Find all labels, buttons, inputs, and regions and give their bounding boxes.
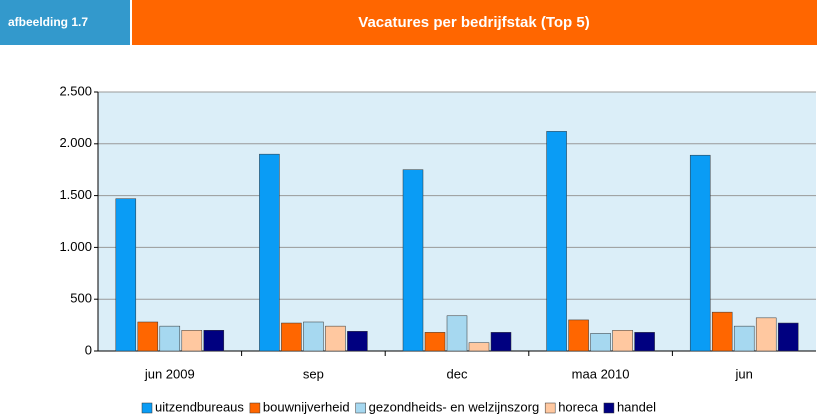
- bar: [755, 317, 777, 352]
- bar: [446, 315, 468, 352]
- bar: [303, 321, 324, 352]
- legend-label: gezondheids- en welzijnszorg: [369, 399, 540, 414]
- legend-label: bouwnijverheid: [263, 399, 350, 414]
- bar: [402, 169, 424, 352]
- bar: [590, 333, 611, 352]
- bar: [137, 321, 159, 352]
- label-box: [0, 0, 130, 45]
- legend-swatch: [249, 402, 261, 414]
- bar: [689, 154, 711, 352]
- legend-label: handel: [617, 399, 656, 414]
- y-tick-label: 500: [70, 291, 92, 306]
- bar: [325, 325, 346, 352]
- legend-swatch: [355, 402, 366, 414]
- title-box: [132, 0, 817, 45]
- bar: [568, 319, 589, 352]
- bar: [347, 331, 368, 352]
- bar: [203, 330, 225, 352]
- bar: [711, 311, 733, 352]
- legend-swatch: [544, 402, 556, 414]
- y-tick-label: 1.000: [59, 239, 92, 254]
- legend-label: horeca: [558, 399, 599, 414]
- bar: [115, 198, 137, 352]
- x-tick-label: sep: [303, 366, 324, 381]
- legend-swatch: [141, 402, 153, 414]
- bar: [777, 322, 799, 352]
- x-tick-label: maa 2010: [572, 366, 630, 381]
- y-tick-label: 2.500: [59, 83, 92, 98]
- y-tick-label: 1.500: [59, 187, 92, 202]
- bar: [259, 153, 280, 352]
- x-tick-label: dec: [447, 366, 468, 381]
- x-tick-label: jun: [735, 366, 753, 381]
- chart-title: Vacatures per bedrijfstak (Top 5): [358, 14, 589, 31]
- bar: [281, 322, 302, 352]
- bar: [159, 325, 181, 352]
- bar: [181, 330, 203, 352]
- legend-label: uitzendbureaus: [155, 399, 244, 414]
- figure-label: afbeelding 1.7: [8, 15, 88, 29]
- bar: [546, 131, 567, 352]
- bar: [490, 332, 512, 352]
- y-tick-label: 0: [85, 342, 92, 357]
- y-tick-label: 2.000: [59, 135, 92, 150]
- legend-swatch: [603, 402, 615, 414]
- bar: [733, 325, 755, 352]
- bar: [634, 332, 655, 352]
- bar: [468, 342, 490, 352]
- x-tick-label: jun 2009: [144, 366, 195, 381]
- bar: [612, 330, 633, 352]
- bar: [424, 332, 446, 352]
